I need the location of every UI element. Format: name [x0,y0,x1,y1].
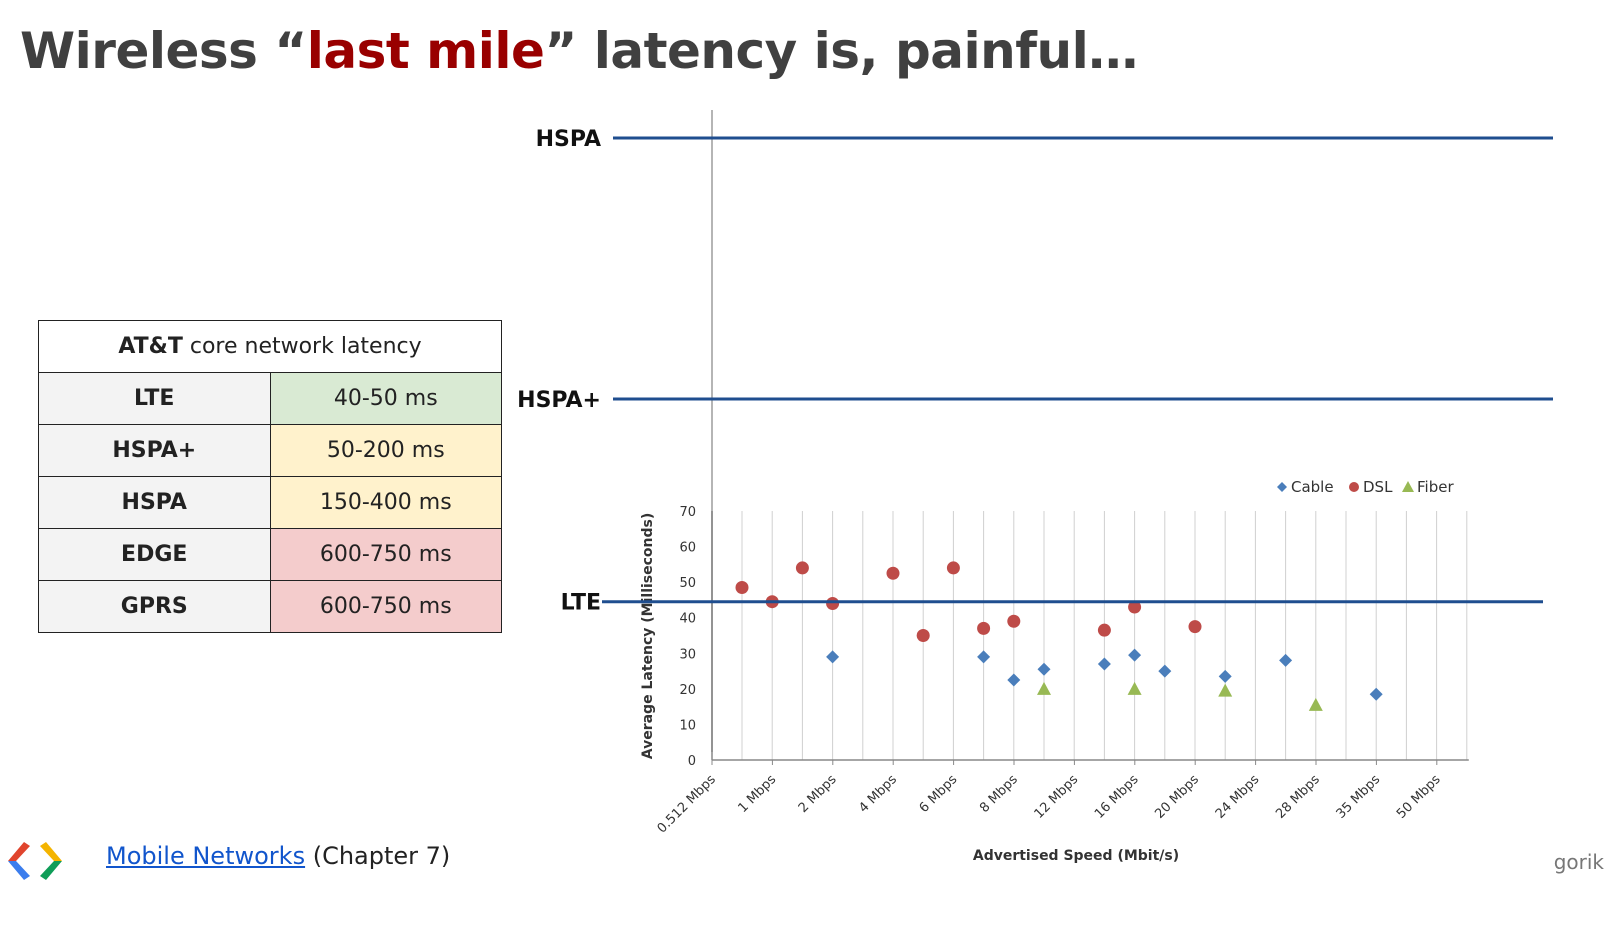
title-highlight: last mile [306,22,545,80]
x-tick-label: 4 Mbps [856,772,900,816]
x-tick-label: 35 Mbps [1334,772,1384,822]
dsl-point [1007,614,1021,628]
dsl-point [795,561,809,575]
cable-point [1369,687,1383,701]
dsl-point [1128,600,1142,614]
latency-table-header-row: AT&T core network latency [38,320,502,373]
y-tick-label: 0 [688,754,696,769]
reference-label: LTE [561,591,601,616]
dsl-point [1188,620,1202,634]
latency-table-header-text: core network latency [182,334,422,359]
dsl-point [1097,623,1111,637]
legend-label: DSL [1363,478,1393,496]
mobile-networks-link[interactable]: Mobile Networks [106,842,306,870]
latency-cell: 40-50 ms [269,372,502,425]
latency-cell: 50-200 ms [269,424,502,477]
y-tick-label: 50 [679,576,696,591]
latency-cell: 600-750 ms [269,580,502,633]
x-tick-label: 6 Mbps [917,772,961,816]
x-tick-label: 0.512 Mbps [655,772,719,836]
fiber-point [1127,681,1142,695]
tech-cell: EDGE [38,528,271,581]
google-developers-logo [6,838,64,888]
table-row: LTE 40-50 ms [38,372,502,425]
table-row: EDGE 600-750 ms [38,528,502,581]
dsl-point [735,580,749,594]
table-row: HSPA 150-400 ms [38,476,502,529]
title-part2: ” latency is, painful… [544,22,1138,80]
y-tick-label: 40 [679,612,696,627]
dsl-point [916,629,930,642]
x-tick-label: 12 Mbps [1032,772,1082,822]
cable-point [1279,653,1293,667]
dsl-point [826,596,840,610]
cable-point [1158,664,1172,678]
title-part1: Wireless “ [20,22,307,80]
cable-point [826,650,840,664]
cable-point [977,650,991,664]
footer-reference: Mobile Networks (Chapter 7) [106,842,450,870]
y-axis-title: Average Latency (Milliseconds) [640,513,656,760]
x-tick-label: 16 Mbps [1092,772,1142,822]
x-tick-label: 1 Mbps [735,772,779,816]
latency-cell: 600-750 ms [269,528,502,581]
cable-point [1037,662,1051,676]
dsl-point [977,621,991,635]
x-axis-title: Advertised Speed (Mbit/s) [973,848,1179,864]
cable-point [1218,669,1232,683]
latency-table: AT&T core network latency LTE 40-50 ms H… [38,320,502,633]
y-tick-label: 10 [679,718,696,733]
legend-label: Cable [1291,478,1334,496]
legend-label: Fiber [1417,478,1454,496]
fiber-point [1308,697,1323,711]
legend-fiber-marker [1402,481,1414,492]
reference-label: HSPA+ [517,388,601,413]
tech-cell: LTE [38,372,271,425]
x-tick-label: 24 Mbps [1213,772,1263,822]
tech-cell: GPRS [38,580,271,633]
y-tick-label: 20 [679,683,696,698]
legend-dsl-marker [1349,482,1359,492]
x-tick-label: 20 Mbps [1152,772,1202,822]
footer-chapter: (Chapter 7) [305,842,451,870]
latency-cell: 150-400 ms [269,476,502,529]
y-tick-label: 30 [679,647,696,662]
author-name: gorik [1553,850,1604,874]
dsl-point [886,566,900,580]
table-row: GPRS 600-750 ms [38,580,502,633]
dsl-point [946,561,960,575]
y-tick-label: 70 [679,505,696,520]
x-tick-label: 8 Mbps [977,772,1021,816]
cable-point [1007,673,1021,687]
y-tick-label: 60 [679,541,696,556]
tech-cell: HSPA [38,476,271,529]
legend-cable-marker [1277,482,1287,492]
latency-table-header: AT&T core network latency [38,320,502,373]
x-tick-label: 2 Mbps [796,772,840,816]
fiber-point [1218,683,1233,697]
reference-label: HSPA [536,127,601,152]
slide-title: Wireless “last mile” latency is, painful… [20,22,1138,80]
cable-point [1097,657,1111,671]
fiber-point [1037,681,1051,695]
latency-table-header-bold: AT&T [118,334,183,359]
cable-point [1128,648,1142,662]
x-tick-label: 28 Mbps [1273,772,1323,822]
x-tick-label: 50 Mbps [1394,772,1444,822]
